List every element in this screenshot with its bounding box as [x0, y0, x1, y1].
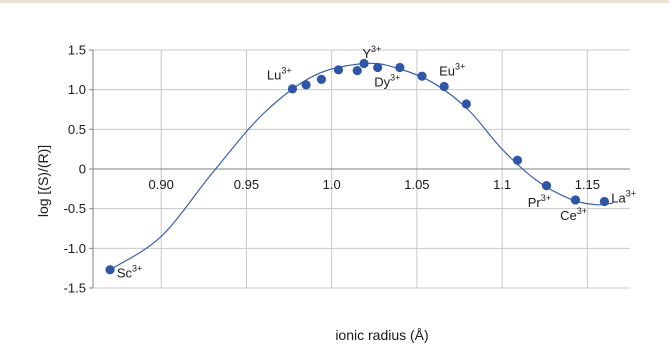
x-tick-labels: 0.90 0.95 1.0 1.05 1.1 1.15	[149, 177, 601, 192]
ion-label: La3+	[611, 188, 636, 205]
y-tick-label: 1.5	[68, 43, 86, 58]
ion-label: Lu3+	[267, 65, 292, 82]
data-point	[599, 196, 610, 207]
data-point	[105, 265, 115, 275]
data-point	[287, 84, 298, 94]
x-tick-label: 1.15	[575, 177, 600, 192]
ion-labels: Sc3+ Lu3+ Y3+ Dy3+ Eu3+ Pr3+ Ce3+ La3+	[117, 44, 636, 281]
data-point	[359, 58, 369, 69]
y-tick-label: 0.5	[68, 122, 86, 137]
data-point	[316, 74, 327, 84]
ion-label: Sc3+	[117, 264, 142, 281]
data-point	[395, 62, 405, 73]
x-tick-label: 0.95	[234, 177, 259, 192]
ion-label: Dy3+	[374, 72, 400, 89]
data-point	[333, 65, 344, 75]
x-tick-label: 0.90	[149, 177, 174, 192]
data-point	[417, 71, 427, 81]
y-tick-label: 1.0	[68, 82, 86, 97]
chart-grid	[93, 49, 630, 289]
x-axis-title: ionic radius (Å)	[335, 327, 428, 343]
top-divider-bar	[0, 0, 669, 3]
x-tick-label: 1.1	[493, 177, 511, 192]
data-point	[373, 62, 383, 73]
x-tick-label: 1.05	[404, 177, 429, 192]
y-tick-labels: 1.5 1.0 0.5 0 -0.5 -1.0 -1.5	[64, 43, 86, 296]
data-point	[461, 99, 471, 109]
data-point	[512, 155, 523, 165]
ion-label: Y3+	[362, 44, 381, 61]
y-tick-label: -1.0	[64, 241, 86, 256]
chart-axes	[89, 49, 630, 289]
data-point	[570, 195, 581, 205]
data-points-layer	[105, 58, 610, 275]
fit-curve	[109, 62, 614, 271]
y-tick-label: 0	[79, 162, 86, 177]
y-axis-title: log [(S)/(R)]	[35, 145, 51, 217]
data-point	[439, 81, 449, 92]
y-tick-label: -0.5	[64, 201, 86, 216]
ion-label: Eu3+	[439, 61, 465, 78]
ion-label: Pr3+	[528, 193, 551, 210]
data-point	[352, 66, 362, 76]
x-tick-label: 1.0	[323, 177, 341, 192]
fit-curve-layer	[109, 62, 614, 271]
data-point	[301, 80, 311, 90]
data-point	[541, 181, 552, 191]
y-tick-label: -1.5	[64, 281, 86, 296]
ion-label: Ce3+	[560, 206, 587, 223]
